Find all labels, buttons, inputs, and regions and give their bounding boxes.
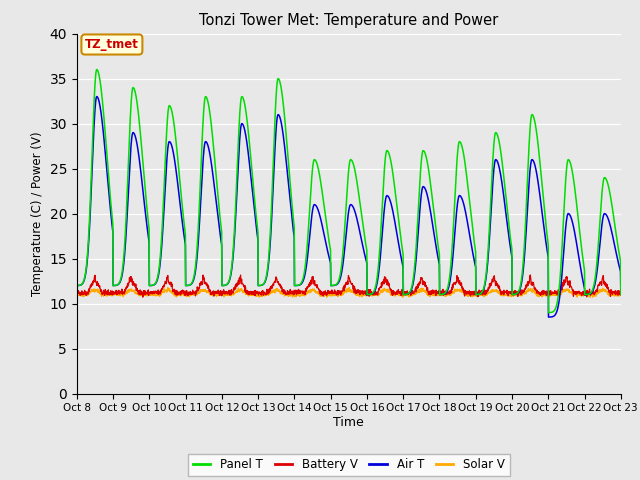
Battery V bbox=[507, 289, 515, 295]
Text: TZ_tmet: TZ_tmet bbox=[85, 38, 139, 51]
Solar V bbox=[376, 288, 384, 293]
Battery V bbox=[365, 288, 372, 294]
Solar V bbox=[617, 292, 625, 298]
Battery V bbox=[584, 289, 592, 295]
Air T bbox=[365, 292, 372, 298]
Panel T bbox=[570, 174, 577, 180]
Solar V bbox=[73, 293, 81, 299]
Panel T bbox=[545, 310, 552, 315]
Panel T bbox=[365, 292, 372, 298]
Solar V bbox=[164, 285, 172, 290]
Panel T bbox=[507, 240, 515, 245]
Panel T bbox=[225, 279, 232, 285]
Solar V bbox=[365, 291, 372, 297]
Battery V bbox=[570, 288, 577, 294]
Line: Panel T: Panel T bbox=[77, 70, 621, 312]
Panel T bbox=[376, 235, 384, 241]
Solar V bbox=[507, 292, 515, 298]
Line: Battery V: Battery V bbox=[77, 275, 621, 297]
Solar V bbox=[225, 292, 232, 298]
Battery V bbox=[527, 272, 534, 278]
Solar V bbox=[586, 294, 594, 300]
X-axis label: Time: Time bbox=[333, 416, 364, 429]
Air T bbox=[376, 253, 384, 259]
Air T bbox=[545, 314, 552, 320]
Battery V bbox=[225, 288, 232, 294]
Title: Tonzi Tower Met: Temperature and Power: Tonzi Tower Met: Temperature and Power bbox=[199, 13, 499, 28]
Panel T bbox=[617, 292, 625, 298]
Line: Solar V: Solar V bbox=[77, 288, 621, 297]
Panel T bbox=[73, 283, 81, 288]
Battery V bbox=[376, 284, 384, 290]
Panel T bbox=[93, 67, 100, 72]
Battery V bbox=[73, 289, 81, 295]
Solar V bbox=[569, 289, 577, 295]
Battery V bbox=[139, 294, 147, 300]
Air T bbox=[225, 279, 232, 285]
Legend: Panel T, Battery V, Air T, Solar V: Panel T, Battery V, Air T, Solar V bbox=[188, 454, 509, 476]
Y-axis label: Temperature (C) / Power (V): Temperature (C) / Power (V) bbox=[31, 132, 44, 296]
Panel T bbox=[584, 291, 592, 297]
Air T bbox=[507, 248, 515, 254]
Air T bbox=[570, 222, 577, 228]
Air T bbox=[73, 283, 81, 288]
Solar V bbox=[584, 292, 592, 298]
Battery V bbox=[617, 289, 625, 295]
Air T bbox=[93, 94, 100, 99]
Air T bbox=[584, 291, 592, 297]
Air T bbox=[617, 292, 625, 298]
Line: Air T: Air T bbox=[77, 96, 621, 317]
